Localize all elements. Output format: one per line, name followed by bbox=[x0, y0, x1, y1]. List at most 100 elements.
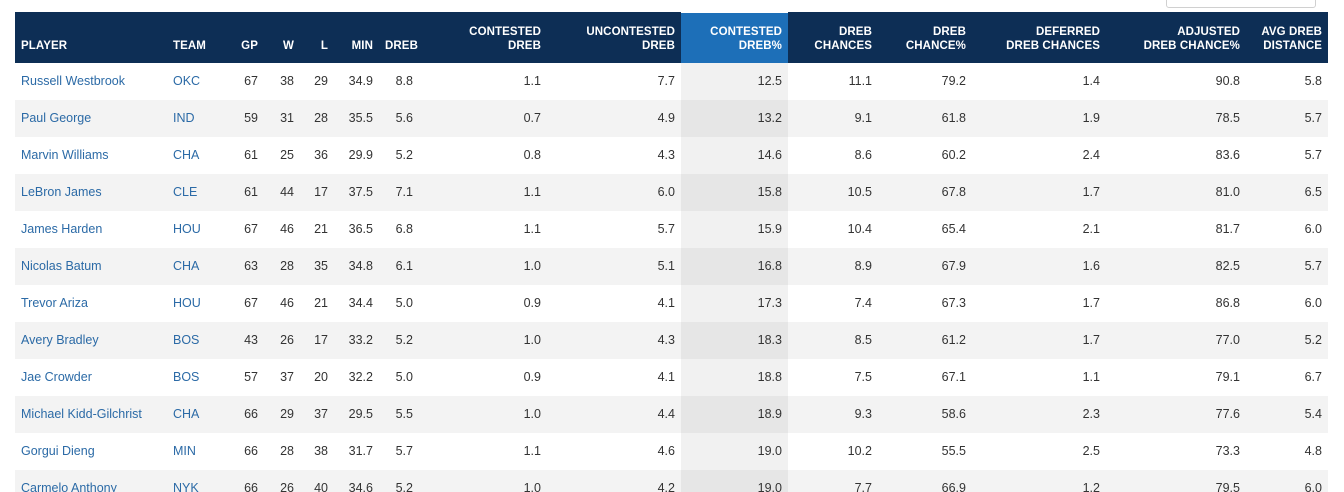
cell-min: 32.2 bbox=[334, 358, 379, 396]
column-header-line2: W bbox=[283, 39, 294, 52]
cell-deferred-dreb-chances: 2.1 bbox=[972, 210, 1106, 248]
player-link[interactable]: Paul George bbox=[21, 111, 92, 125]
cell-avg-dreb-distance: 4.8 bbox=[1246, 432, 1328, 470]
cell-uncontested-dreb: 5.1 bbox=[547, 247, 681, 285]
column-header-team[interactable]: TEAM bbox=[167, 11, 227, 63]
cell-deferred-dreb-chances: 1.7 bbox=[972, 173, 1106, 211]
player-link[interactable]: Carmelo Anthony bbox=[21, 481, 117, 492]
cell-adjusted-dreb-chance-pct: 79.1 bbox=[1106, 358, 1246, 396]
cell-uncontested-dreb: 4.4 bbox=[547, 395, 681, 433]
cell-l: 38 bbox=[300, 432, 334, 470]
player-link[interactable]: Marvin Williams bbox=[21, 148, 109, 162]
column-header-contested-dreb-pct[interactable]: CONTESTED DREB% bbox=[681, 10, 788, 63]
column-header-line2: PLAYER bbox=[21, 39, 68, 52]
cell-l: 37 bbox=[300, 395, 334, 433]
cell-avg-dreb-distance: 5.2 bbox=[1246, 321, 1328, 359]
column-header-line1: DREB bbox=[933, 25, 966, 38]
column-header-dreb[interactable]: DREB bbox=[379, 11, 419, 63]
player-link[interactable]: Trevor Ariza bbox=[21, 296, 88, 310]
cell-l: 21 bbox=[300, 284, 334, 322]
team-link[interactable]: BOS bbox=[173, 333, 200, 347]
cell-uncontested-dreb: 5.7 bbox=[547, 210, 681, 248]
cell-w: 46 bbox=[264, 210, 300, 248]
cell-dreb-chance-pct: 67.9 bbox=[878, 247, 972, 285]
cell-contested-dreb: 1.1 bbox=[419, 62, 547, 100]
column-header-min[interactable]: MIN bbox=[334, 11, 379, 63]
cell-avg-dreb-distance: 5.4 bbox=[1246, 395, 1328, 433]
cell-contested-dreb-pct: 15.8 bbox=[681, 173, 788, 211]
team-link[interactable]: CHA bbox=[173, 148, 200, 162]
cell-deferred-dreb-chances: 2.5 bbox=[972, 432, 1106, 470]
column-header-w[interactable]: W bbox=[264, 11, 300, 63]
team-link[interactable]: CHA bbox=[173, 407, 200, 421]
cell-contested-dreb: 1.1 bbox=[419, 210, 547, 248]
cell-l: 35 bbox=[300, 247, 334, 285]
cell-dreb-chance-pct: 67.1 bbox=[878, 358, 972, 396]
cell-l: 28 bbox=[300, 99, 334, 137]
cell-contested-dreb: 1.1 bbox=[419, 173, 547, 211]
player-link[interactable]: Jae Crowder bbox=[21, 370, 92, 384]
cell-gp: 63 bbox=[227, 247, 264, 285]
cell-w: 29 bbox=[264, 395, 300, 433]
cell-avg-dreb-distance: 6.7 bbox=[1246, 358, 1328, 396]
cell-avg-dreb-distance: 5.7 bbox=[1246, 136, 1328, 174]
cell-min: 29.5 bbox=[334, 395, 379, 433]
column-header-uncontested-dreb[interactable]: UNCONTESTED DREB bbox=[547, 11, 681, 63]
cell-min: 34.9 bbox=[334, 62, 379, 100]
cell-gp: 61 bbox=[227, 136, 264, 174]
cell-team: NYK bbox=[167, 469, 227, 492]
column-header-line2: DREB CHANCE% bbox=[1143, 39, 1240, 52]
team-link[interactable]: HOU bbox=[173, 296, 201, 310]
cell-dreb: 6.8 bbox=[379, 210, 419, 248]
team-link[interactable]: CLE bbox=[173, 185, 198, 199]
column-header-l[interactable]: L bbox=[300, 11, 334, 63]
cell-dreb: 5.6 bbox=[379, 99, 419, 137]
table-row: Trevor Ariza HOU 67 46 21 34.4 5.0 0.9 4.1 17.3 7.… bbox=[15, 284, 1328, 322]
page-selector[interactable] bbox=[1166, 0, 1316, 8]
cell-adjusted-dreb-chance-pct: 77.6 bbox=[1106, 395, 1246, 433]
column-header-gp[interactable]: GP bbox=[227, 11, 264, 63]
cell-dreb-chances: 10.5 bbox=[788, 173, 878, 211]
cell-deferred-dreb-chances: 1.4 bbox=[972, 62, 1106, 100]
table-row: Carmelo Anthony NYK 66 26 40 34.6 5.2 1.0 4.2 19.… bbox=[15, 469, 1328, 492]
column-header-avg-dreb-distance[interactable]: AVG DREB DISTANCE bbox=[1246, 11, 1328, 63]
column-header-contested-dreb[interactable]: CONTESTED DREB bbox=[419, 11, 547, 63]
cell-contested-dreb: 1.0 bbox=[419, 321, 547, 359]
cell-adjusted-dreb-chance-pct: 83.6 bbox=[1106, 136, 1246, 174]
player-link[interactable]: LeBron James bbox=[21, 185, 102, 199]
cell-gp: 67 bbox=[227, 210, 264, 248]
cell-dreb: 5.0 bbox=[379, 358, 419, 396]
cell-w: 26 bbox=[264, 469, 300, 492]
table-row: Nicolas Batum CHA 63 28 35 34.8 6.1 1.0 5.1 16.8 8… bbox=[15, 247, 1328, 285]
column-header-dreb-chance-pct[interactable]: DREB CHANCE% bbox=[878, 11, 972, 63]
cell-team: CHA bbox=[167, 395, 227, 433]
team-link[interactable]: BOS bbox=[173, 370, 200, 384]
player-link[interactable]: Michael Kidd-Gilchrist bbox=[21, 407, 142, 421]
table-row: LeBron James CLE 61 44 17 37.5 7.1 1.1 6.0 15.8 10… bbox=[15, 173, 1328, 211]
cell-dreb: 5.2 bbox=[379, 136, 419, 174]
player-link[interactable]: James Harden bbox=[21, 222, 103, 236]
cell-min: 34.8 bbox=[334, 247, 379, 285]
cell-uncontested-dreb: 7.7 bbox=[547, 62, 681, 100]
player-link[interactable]: Gorgui Dieng bbox=[21, 444, 95, 458]
cell-adjusted-dreb-chance-pct: 73.3 bbox=[1106, 432, 1246, 470]
team-link[interactable]: IND bbox=[173, 111, 195, 125]
team-link[interactable]: HOU bbox=[173, 222, 201, 236]
player-link[interactable]: Avery Bradley bbox=[21, 333, 99, 347]
team-link[interactable]: NYK bbox=[173, 481, 199, 492]
column-header-dreb-chances[interactable]: DREB CHANCES bbox=[788, 11, 878, 63]
cell-player: Paul George bbox=[15, 99, 167, 137]
column-header-line2: L bbox=[320, 39, 328, 52]
team-link[interactable]: MIN bbox=[173, 444, 196, 458]
player-link[interactable]: Nicolas Batum bbox=[21, 259, 102, 273]
cell-contested-dreb: 1.0 bbox=[419, 395, 547, 433]
column-header-player[interactable]: PLAYER bbox=[15, 11, 167, 63]
cell-min: 35.5 bbox=[334, 99, 379, 137]
team-link[interactable]: OKC bbox=[173, 74, 201, 88]
team-link[interactable]: CHA bbox=[173, 259, 200, 273]
column-header-adjusted-dreb-chance-pct[interactable]: ADJUSTED DREB CHANCE% bbox=[1106, 11, 1246, 63]
cell-team: IND bbox=[167, 99, 227, 137]
cell-uncontested-dreb: 4.3 bbox=[547, 321, 681, 359]
player-link[interactable]: Russell Westbrook bbox=[21, 74, 125, 88]
column-header-deferred-dreb-chances[interactable]: DEFERRED DREB CHANCES bbox=[972, 11, 1106, 63]
